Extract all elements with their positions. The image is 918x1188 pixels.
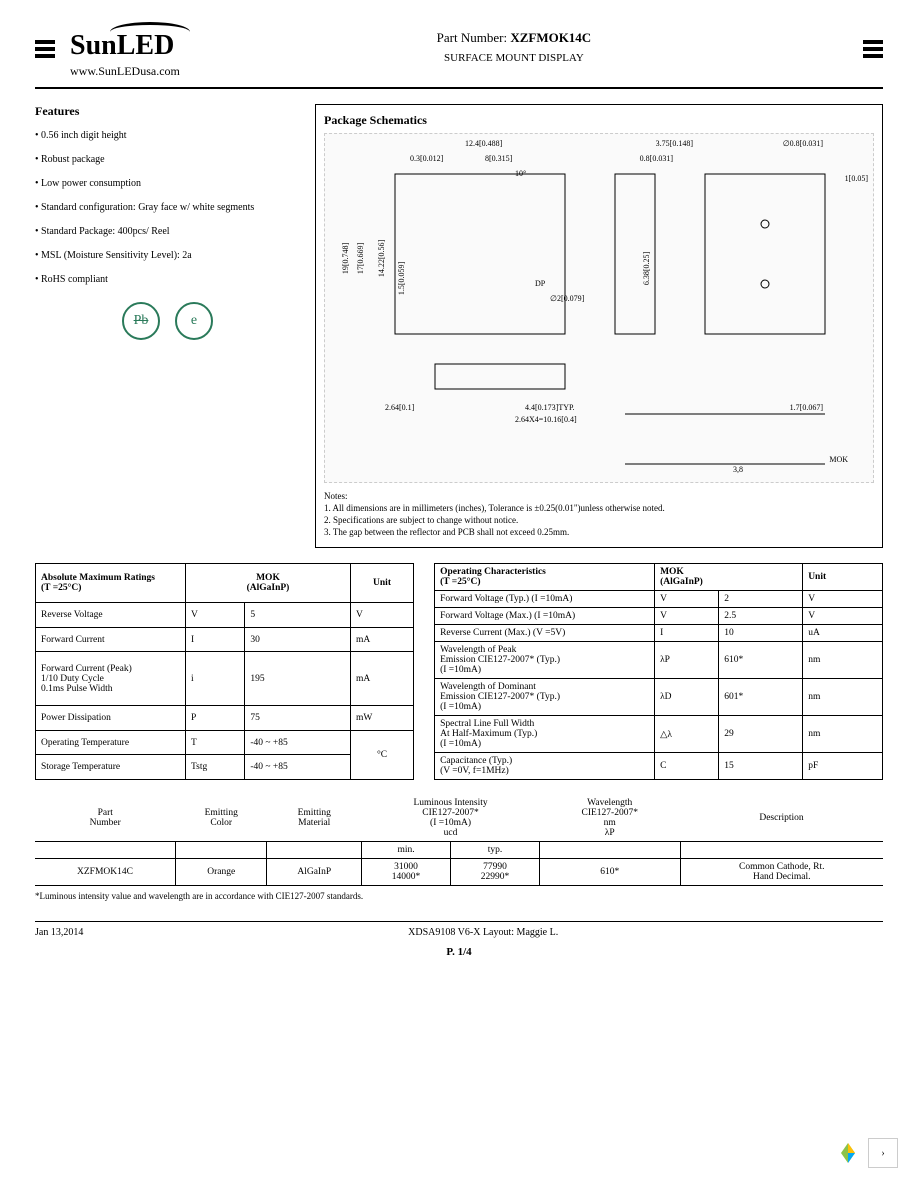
abs-max-table: Absolute Maximum Ratings (T =25°C) MOK (… [35, 563, 414, 780]
chevron-right-icon: › [881, 1148, 884, 1159]
features-title: Features [35, 104, 300, 119]
schematics-title: Package Schematics [324, 113, 874, 128]
note-item: 2. Specifications are subject to change … [324, 515, 874, 525]
menu-icon-right[interactable] [863, 40, 883, 58]
rohs-icon: e [175, 302, 213, 340]
logo-url: www.SunLEDusa.com [70, 64, 180, 79]
next-page-button[interactable]: › [868, 1138, 898, 1168]
logo-block: SunLED www.SunLEDusa.com [70, 30, 180, 79]
feature-item: Standard Package: 400pcs/ Reel [35, 225, 300, 239]
feature-item: Low power consumption [35, 177, 300, 191]
feature-item: MSL (Moisture Sensitivity Level): 2a [35, 249, 300, 263]
schematics-section: Package Schematics 12.4[0.488] 8[0.315] … [315, 104, 883, 548]
features-list: 0.56 inch digit height Robust package Lo… [35, 129, 300, 287]
feature-item: 0.56 inch digit height [35, 129, 300, 143]
note-item: 3. The gap between the reflector and PCB… [324, 527, 874, 537]
footnote: *Luminous intensity value and wavelength… [35, 891, 883, 901]
note-item: 1. All dimensions are in millimeters (in… [324, 503, 874, 513]
features-section: Features 0.56 inch digit height Robust p… [35, 104, 300, 548]
notes-title: Notes: [324, 491, 874, 501]
main-top: Features 0.56 inch digit height Robust p… [35, 104, 883, 548]
footer-date: Jan 13,2014 [35, 927, 83, 938]
summary-table: Part Number Emitting Color Emitting Mate… [35, 795, 883, 886]
menu-icon[interactable] [35, 40, 55, 58]
schematic-drawing: 12.4[0.488] 8[0.315] 0.3[0.012] 10° 3.75… [324, 133, 874, 483]
header: SunLED www.SunLEDusa.com Part Number: XZ… [35, 30, 883, 89]
operating-table: Operating Characteristics (T =25°C) MOK … [434, 563, 883, 780]
header-right: Part Number: XZFMOK14C SURFACE MOUNT DIS… [437, 30, 592, 64]
footer: Jan 13,2014 XDSA9108 V6-X Layout: Maggie… [35, 921, 883, 938]
compliance-badges: Pb e [35, 302, 300, 340]
nav-logo-icon [833, 1138, 863, 1168]
feature-item: Robust package [35, 153, 300, 167]
logo: SunLED [70, 30, 180, 62]
subtitle: SURFACE MOUNT DISPLAY [437, 52, 592, 64]
pbfree-icon: Pb [122, 302, 160, 340]
page-number: P. 1/4 [35, 946, 883, 958]
tables-row: Absolute Maximum Ratings (T =25°C) MOK (… [35, 563, 883, 780]
schematic-notes: Notes: 1. All dimensions are in millimet… [324, 491, 874, 537]
feature-item: RoHS compliant [35, 273, 300, 287]
footer-doc: XDSA9108 V6-X Layout: Maggie L. [408, 927, 558, 938]
part-number-line: Part Number: XZFMOK14C [437, 30, 592, 46]
feature-item: Standard configuration: Gray face w/ whi… [35, 201, 300, 215]
